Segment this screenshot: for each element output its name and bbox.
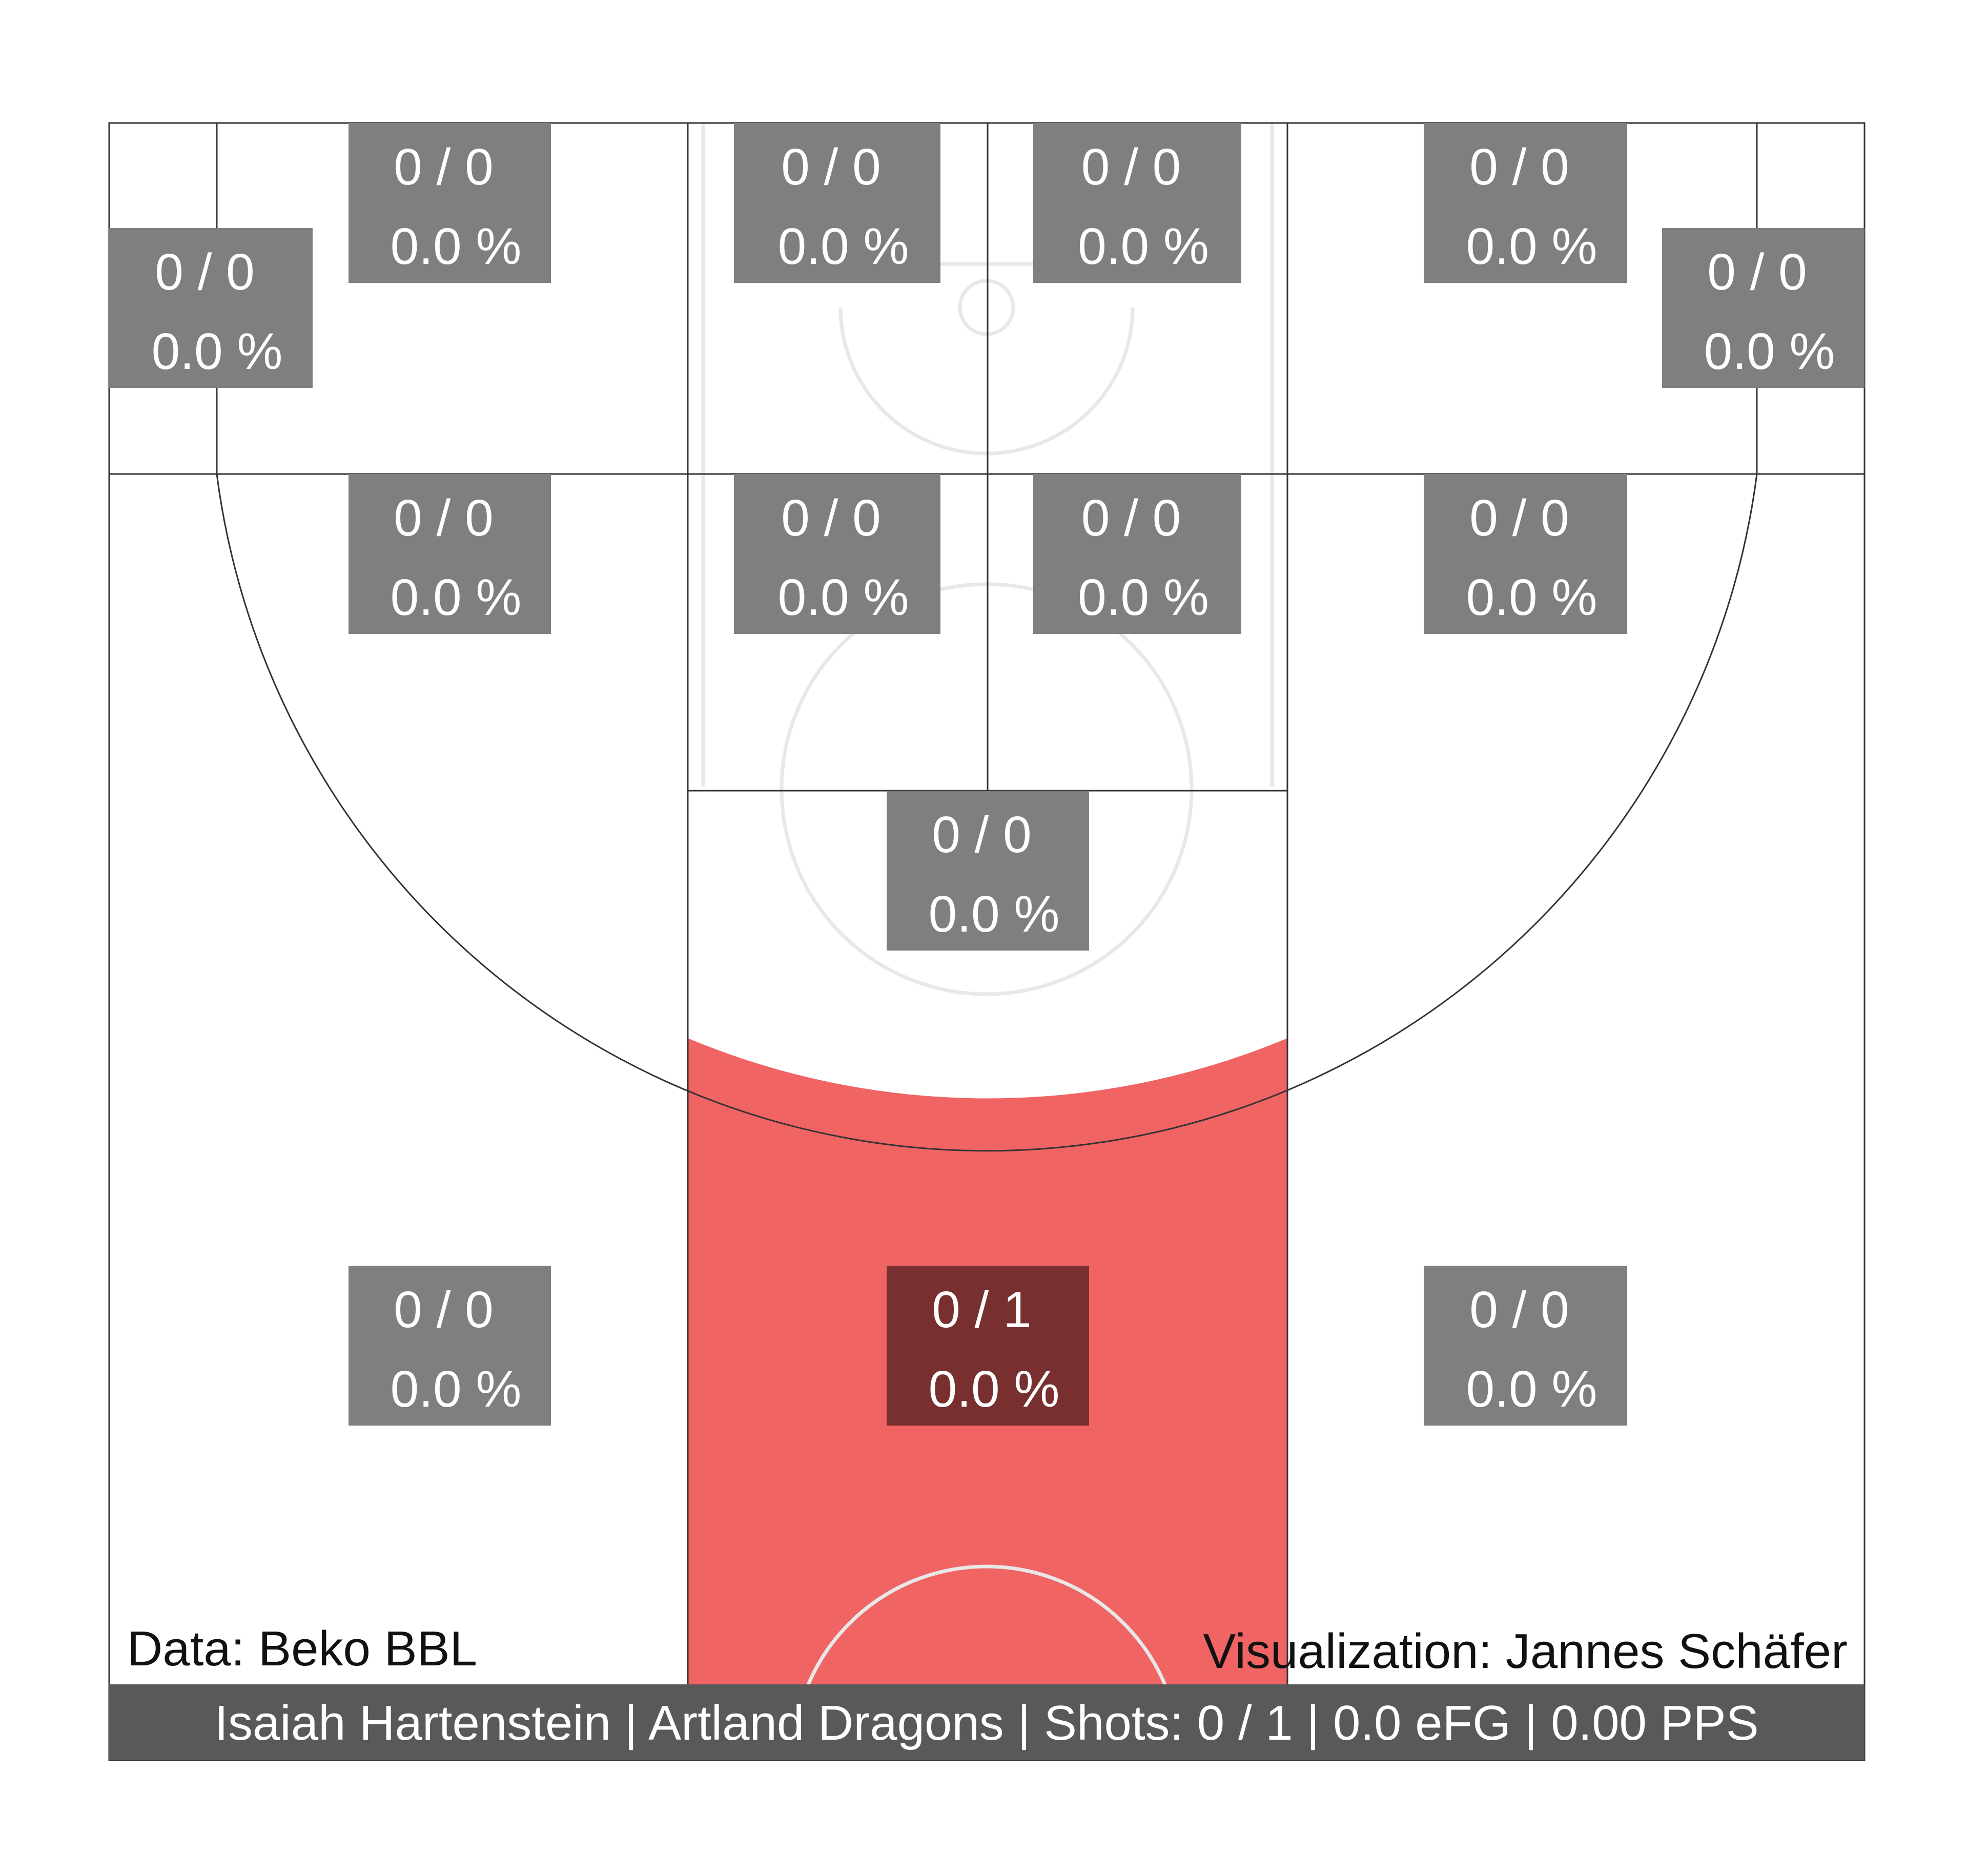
zone-box	[1033, 474, 1241, 634]
zone-attempts-label: 0 / 0	[155, 243, 255, 301]
zone-attempts-label: 0 / 0	[1469, 1281, 1569, 1338]
zone-attempts-label: 0 / 0	[1081, 489, 1181, 547]
zone-top-right-wing-deep: 0 / 0 0.0 %	[1424, 123, 1627, 283]
zone-percentage-label: 0.0 %	[929, 1360, 1060, 1418]
zone-box	[1424, 1266, 1627, 1426]
zone-mid-right-wing: 0 / 0 0.0 %	[1424, 474, 1627, 634]
zone-percentage-label: 0.0 %	[391, 218, 522, 275]
zone-attempts-label: 0 / 0	[394, 1281, 494, 1338]
zone-mid-center-right: 0 / 0 0.0 %	[1033, 474, 1241, 634]
zone-mid-center-left: 0 / 0 0.0 %	[734, 474, 940, 634]
zone-attempts-label: 0 / 0	[781, 138, 881, 196]
zone-corner3-right: 0 / 0 0.0 %	[1662, 228, 1864, 388]
zone-box	[349, 474, 551, 634]
zone-box	[887, 1266, 1089, 1426]
zone-percentage-label: 0.0 %	[1078, 218, 1209, 275]
zone-percentage-label: 0.0 %	[152, 323, 283, 380]
zone-box	[887, 791, 1089, 951]
zone-attempts-label: 0 / 0	[394, 138, 494, 196]
zone-attempts-label: 0 / 1	[932, 1281, 1032, 1338]
zone-percentage-label: 0.0 %	[1466, 218, 1597, 275]
court-markings	[701, 123, 1274, 1761]
zone-percentage-label: 0.0 %	[778, 218, 909, 275]
zone-baseline-left: 0 / 0 0.0 %	[349, 1266, 551, 1426]
zone-box	[349, 1266, 551, 1426]
zone-box	[1033, 123, 1241, 283]
footer-bar	[109, 1684, 1864, 1760]
zone-attempts-label: 0 / 0	[1081, 138, 1181, 196]
zone-top-left-wing-deep: 0 / 0 0.0 %	[349, 123, 551, 283]
zone-percentage-label: 0.0 %	[391, 569, 522, 626]
zone-paint: 0 / 1 0.0 %	[887, 1266, 1089, 1426]
zone-percentage-label: 0.0 %	[1078, 569, 1209, 626]
zone-percentage-label: 0.0 %	[391, 1360, 522, 1418]
zone-attempts-label: 0 / 0	[1707, 243, 1807, 301]
zone-top-center-right-deep: 0 / 0 0.0 %	[1033, 123, 1241, 283]
zone-top-center-left-deep: 0 / 0 0.0 %	[734, 123, 940, 283]
zone-box	[1662, 228, 1864, 388]
footer-summary: Isaiah Hartenstein | Artland Dragons | S…	[214, 1696, 1758, 1750]
zone-attempts-label: 0 / 0	[781, 489, 881, 547]
zone-attempts-label: 0 / 0	[394, 489, 494, 547]
zone-percentage-label: 0.0 %	[1466, 569, 1597, 626]
zone-box	[734, 123, 940, 283]
zone-box	[109, 228, 313, 388]
zone-box	[734, 474, 940, 634]
zone-percentage-label: 0.0 %	[1466, 1360, 1597, 1418]
visualization-credit: Visualization: Jannes Schäfer	[1203, 1624, 1848, 1679]
zone-box	[1424, 474, 1627, 634]
zone-percentage-label: 0.0 %	[1704, 323, 1835, 380]
zone-corner3-left: 0 / 0 0.0 %	[109, 228, 313, 388]
zone-percentage-label: 0.0 %	[929, 885, 1060, 943]
zone-attempts-label: 0 / 0	[1469, 138, 1569, 196]
zone-attempts-label: 0 / 0	[1469, 489, 1569, 547]
zone-free-throw-area: 0 / 0 0.0 %	[887, 791, 1089, 951]
zone-box	[1424, 123, 1627, 283]
zone-mid-left-wing: 0 / 0 0.0 %	[349, 474, 551, 634]
zone-box	[349, 123, 551, 283]
zone-attempts-label: 0 / 0	[932, 806, 1032, 863]
zone-percentage-label: 0.0 %	[778, 569, 909, 626]
data-source-credit: Data: Beko BBL	[127, 1621, 477, 1676]
zone-baseline-right: 0 / 0 0.0 %	[1424, 1266, 1627, 1426]
